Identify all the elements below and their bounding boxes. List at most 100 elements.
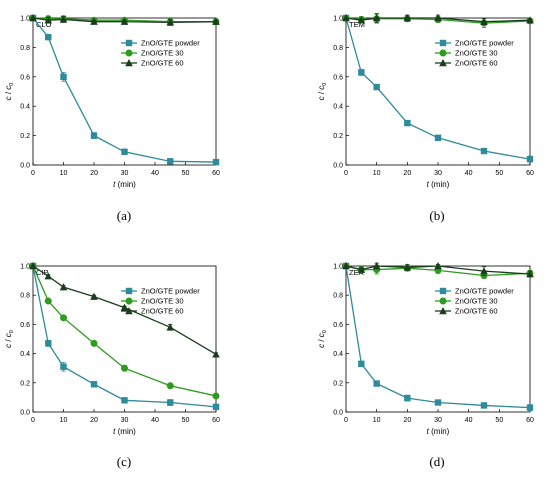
y-tick-label: 0.2 (333, 380, 343, 387)
data-point-triangle (480, 17, 488, 25)
y-axis-label-sep: / (317, 90, 326, 97)
x-axis-label: t (min) (427, 427, 450, 436)
y-axis-label-c: c (317, 96, 326, 100)
legend-marker-circle (125, 297, 133, 305)
data-point-triangle (212, 350, 220, 358)
panel-caption: (a) (117, 208, 131, 223)
data-point-square (45, 340, 52, 347)
legend-marker-triangle (439, 307, 447, 315)
data-point-square (45, 33, 52, 41)
legend-label: ZnO/GTE 60 (455, 59, 498, 68)
x-tick-label: 50 (182, 170, 190, 177)
x-tick-label: 20 (403, 417, 411, 424)
y-tick-label: 0.0 (333, 163, 343, 170)
x-tick-label: 0 (344, 417, 348, 424)
panel-caption: (c) (117, 454, 131, 469)
data-point-square (526, 404, 534, 411)
data-point-square (480, 147, 488, 155)
y-tick-label: 0.8 (333, 293, 343, 300)
y-axis-label-sep: / (317, 337, 326, 344)
y-axis-label-sub: 0 (9, 330, 15, 333)
x-tick-label: 20 (403, 170, 411, 177)
x-axis-label-unit: (min) (429, 180, 450, 189)
y-axis-label-sub: 0 (322, 83, 328, 86)
y-tick-label: 0.6 (333, 74, 343, 81)
x-axis-label-var: t (113, 180, 116, 189)
panel-caption: (b) (429, 208, 444, 223)
x-axis-label-unit: (min) (115, 427, 136, 436)
x-tick-label: 50 (182, 417, 190, 424)
series-square (342, 262, 534, 411)
legend-entry: ZnO/GTE powder (121, 39, 200, 48)
legend-label: ZnO/GTE powder (455, 39, 514, 48)
legend-entry: ZnO/GTE 60 (435, 307, 498, 316)
data-point-square (404, 394, 411, 402)
y-tick-label: 0.6 (333, 322, 343, 329)
data-point-triangle (434, 262, 442, 270)
data-point-triangle (90, 17, 98, 25)
y-tick-label: 0.6 (20, 74, 30, 81)
y-tick-label: 0.4 (20, 104, 30, 111)
y-tick-label: 0.0 (20, 410, 30, 417)
legend-entry: ZnO/GTE powder (435, 287, 514, 296)
y-axis-label-sep: / (4, 337, 13, 344)
data-point-square (90, 381, 98, 388)
y-tick-label: 0.0 (333, 410, 343, 417)
x-tick-label: 0 (31, 417, 35, 424)
series-square (29, 14, 220, 166)
x-tick-label: 20 (90, 417, 98, 424)
data-point-triangle (372, 14, 381, 22)
data-point-triangle (120, 303, 129, 311)
x-axis-label-var: t (427, 180, 430, 189)
data-point-triangle (29, 14, 37, 22)
legend-label: ZnO/GTE 30 (455, 297, 498, 306)
legend-label: ZnO/GTE 60 (141, 59, 184, 68)
x-axis-label-var: t (427, 427, 430, 436)
data-point-square (434, 134, 442, 142)
y-axis-label: c / c0 (4, 330, 15, 348)
series-circle (29, 262, 220, 400)
y-axis-label: c / c0 (317, 330, 328, 348)
legend-entry: ZnO/GTE 60 (121, 59, 184, 68)
panel-label: CLO (36, 20, 52, 29)
x-tick-label: 40 (465, 170, 473, 177)
data-point-square (90, 132, 98, 139)
data-point-circle (121, 364, 128, 372)
data-point-triangle (120, 17, 129, 25)
x-axis-label-unit: (min) (115, 180, 136, 189)
data-point-square (60, 363, 67, 370)
series-square (29, 262, 220, 411)
legend-marker-triangle (125, 59, 133, 67)
y-axis-label-c0: c (317, 86, 326, 90)
legend-entry: ZnO/GTE powder (435, 39, 514, 48)
legend-entry: ZnO/GTE 60 (121, 307, 184, 316)
data-point-triangle (403, 14, 412, 22)
data-point-triangle (357, 265, 366, 273)
x-tick-label: 30 (434, 170, 442, 177)
y-axis-label-c0: c (4, 86, 13, 90)
legend-marker-triangle (439, 59, 447, 67)
data-point-triangle (342, 262, 350, 270)
y-axis-label-c: c (4, 96, 13, 100)
y-tick-label: 0.2 (333, 133, 343, 140)
legend-entry: ZnO/GTE powder (121, 287, 200, 296)
series-triangle (29, 262, 220, 358)
y-tick-label: 0.8 (20, 45, 30, 52)
panel-label: TEM (349, 20, 365, 29)
x-tick-label: 0 (31, 170, 35, 177)
x-tick-label: 10 (60, 417, 68, 424)
legend-entry: ZnO/GTE 60 (435, 59, 498, 68)
legend-marker-circle (125, 49, 133, 57)
data-point-square (358, 69, 365, 76)
x-tick-label: 30 (434, 417, 442, 424)
data-point-square (373, 380, 380, 387)
y-tick-label: 1.0 (333, 16, 343, 23)
data-point-triangle (44, 16, 53, 24)
x-tick-label: 30 (121, 170, 129, 177)
y-tick-label: 1.0 (20, 16, 30, 23)
data-point-triangle (434, 14, 442, 22)
y-tick-label: 0.6 (20, 322, 30, 329)
x-axis-label: t (min) (427, 180, 450, 189)
data-point-triangle (90, 292, 98, 300)
